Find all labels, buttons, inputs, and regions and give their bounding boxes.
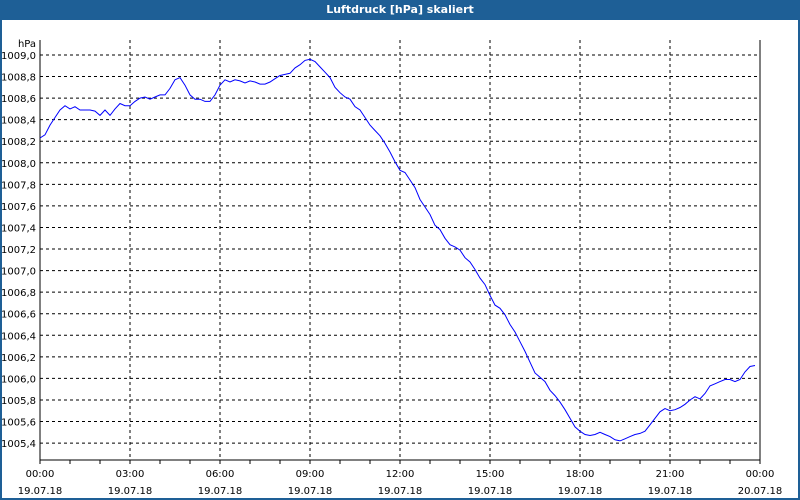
x-tick-date-label: 19.07.18 xyxy=(558,486,603,497)
y-tick-label: 1006,6 xyxy=(1,310,36,321)
series-line-luftdruck xyxy=(39,58,756,442)
y-tick-label: 1006,4 xyxy=(1,331,36,342)
x-tick-date-label: 20.07.18 xyxy=(738,486,783,497)
y-tick-label: 1007,4 xyxy=(1,223,36,234)
x-tick-date-label: 19.07.18 xyxy=(648,486,693,497)
x-tick-date-label: 19.07.18 xyxy=(198,486,243,497)
y-tick-label: 1009,0 xyxy=(1,51,36,62)
x-tick-time-label: 09:00 xyxy=(296,469,325,480)
y-tick-label: 1006,8 xyxy=(1,288,36,299)
y-tick-label: 1006,2 xyxy=(1,353,36,364)
x-tick-date-label: 19.07.18 xyxy=(468,486,513,497)
y-tick-label: 1008,6 xyxy=(1,94,36,105)
y-tick-label: 1008,0 xyxy=(1,159,36,170)
y-tick-label: 1005,4 xyxy=(1,439,36,450)
x-tick-time-label: 00:00 xyxy=(26,469,55,480)
x-tick-date-label: 19.07.18 xyxy=(378,486,423,497)
x-tick-time-label: 00:00 xyxy=(746,469,775,480)
x-tick-time-label: 21:00 xyxy=(656,469,685,480)
y-tick-label: 1008,8 xyxy=(1,73,36,84)
x-tick-date-label: 19.07.18 xyxy=(18,486,63,497)
y-tick-label: 1007,2 xyxy=(1,245,36,256)
y-axis-unit-label: hPa xyxy=(18,39,36,50)
y-tick-label: 1007,0 xyxy=(1,267,36,278)
x-tick-date-label: 19.07.18 xyxy=(108,486,153,497)
y-tick-label: 1006,0 xyxy=(1,374,36,385)
x-tick-time-label: 06:00 xyxy=(206,469,235,480)
y-tick-label: 1008,2 xyxy=(1,137,36,148)
x-tick-time-label: 18:00 xyxy=(566,469,595,480)
y-tick-label: 1007,8 xyxy=(1,180,36,191)
y-tick-label: 1008,4 xyxy=(1,116,36,127)
y-tick-label: 1007,6 xyxy=(1,202,36,213)
x-tick-date-label: 19.07.18 xyxy=(288,486,333,497)
y-tick-label: 1005,6 xyxy=(1,418,36,429)
x-tick-time-label: 15:00 xyxy=(476,469,505,480)
x-tick-time-label: 03:00 xyxy=(116,469,145,480)
x-tick-time-label: 12:00 xyxy=(386,469,415,480)
chart-title: Luftdruck [hPa] skaliert xyxy=(2,0,798,20)
y-tick-label: 1005,8 xyxy=(1,396,36,407)
